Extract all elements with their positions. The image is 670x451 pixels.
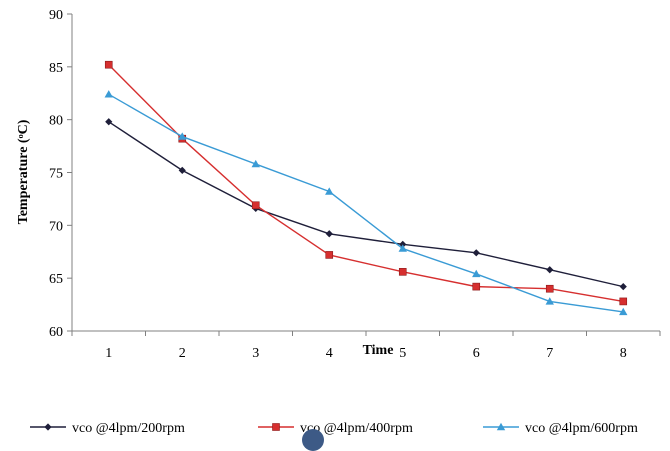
legend-label: vco @4lpm/200rpm <box>72 421 185 436</box>
y-tick-label: 70 <box>49 219 63 234</box>
legend-marker <box>272 423 280 431</box>
data-point <box>178 166 186 174</box>
x-axis-ticks: 1 2 3 4 5 6 7 8 <box>71 331 661 361</box>
legend-item: vco @4lpm/400rpm <box>258 421 413 436</box>
series-line <box>108 121 624 288</box>
y-tick-label: 65 <box>49 272 63 287</box>
data-point <box>325 187 334 195</box>
legend-item: vco @4lpm/600rpm <box>483 421 638 436</box>
series-line <box>108 64 624 303</box>
y-tick-label: 80 <box>49 114 63 129</box>
line-chart: 60 65 70 75 80 85 90 1 2 3 4 5 6 7 8 Time Temperature… <box>16 8 661 436</box>
data-point <box>104 90 113 98</box>
y-tick-label: 90 <box>49 8 63 23</box>
legend-item: vco @4lpm/200rpm <box>30 421 185 436</box>
data-point <box>546 266 554 274</box>
x-tick-label: 2 <box>179 346 186 361</box>
watermark-logo <box>302 429 324 451</box>
x-tick-label: 6 <box>473 346 480 361</box>
y-axis-title: Temperature (ᵒC) <box>16 119 31 224</box>
data-point <box>472 282 481 291</box>
x-tick-label: 1 <box>105 346 112 361</box>
x-axis-title: Time <box>363 343 394 358</box>
y-tick-label: 75 <box>49 167 63 182</box>
y-tick-label: 60 <box>49 325 63 340</box>
data-point <box>251 159 260 168</box>
x-tick-label: 4 <box>326 346 333 361</box>
data-point <box>178 132 187 140</box>
x-tick-label: 5 <box>399 346 406 361</box>
data-point <box>325 251 334 259</box>
data-point <box>398 268 407 276</box>
legend-label: vco @4lpm/400rpm <box>300 421 413 436</box>
legend: vco @4lpm/200rpm vco @4lpm/400rpm vco @4lp… <box>30 421 638 436</box>
data-point <box>619 297 628 306</box>
data-point <box>105 118 113 126</box>
series-line <box>108 93 624 313</box>
series-layer <box>104 60 628 316</box>
data-point <box>619 307 628 316</box>
data-point <box>545 297 554 305</box>
data-point <box>472 269 481 278</box>
data-point <box>399 240 407 248</box>
x-tick-label: 3 <box>252 346 259 361</box>
legend-marker <box>496 422 506 431</box>
series-3 <box>104 90 628 316</box>
data-point <box>545 284 554 293</box>
x-tick-label: 7 <box>546 346 553 361</box>
y-tick-label: 85 <box>49 61 63 76</box>
x-tick-label: 8 <box>620 346 627 361</box>
series-1 <box>105 118 627 291</box>
data-point <box>325 230 333 238</box>
data-point <box>472 249 480 257</box>
legend-marker <box>44 423 52 431</box>
data-point <box>104 60 113 69</box>
y-axis-ticks: 60 65 70 75 80 85 90 <box>49 8 72 340</box>
data-point <box>251 201 260 210</box>
data-point <box>398 244 407 252</box>
data-point <box>619 283 627 291</box>
legend-label: vco @4lpm/600rpm <box>525 421 638 436</box>
